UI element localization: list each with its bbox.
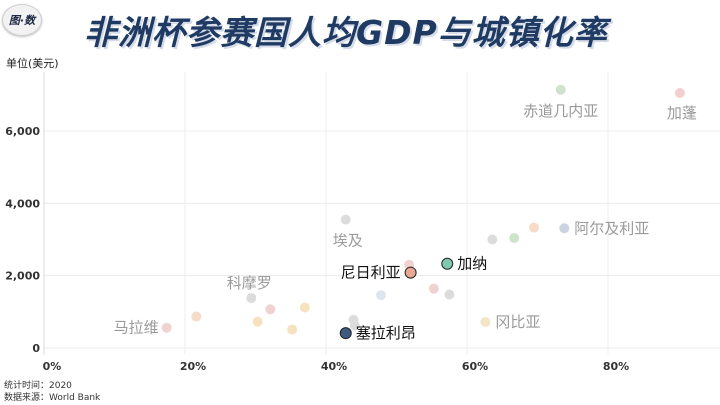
scatter-point — [349, 320, 360, 331]
scatter-point — [555, 84, 566, 95]
point-layer — [161, 84, 685, 340]
scatter-point — [265, 304, 276, 315]
point-label: 阿尔及利亚 — [574, 219, 649, 237]
scatter-point — [674, 88, 685, 99]
x-tick-label: 20% — [180, 360, 206, 373]
scatter-point — [509, 233, 520, 244]
y-tick-label: 6,000 — [5, 125, 40, 138]
point-label: 科摩罗 — [227, 274, 272, 292]
highlight-point — [339, 327, 352, 340]
point-label: 冈比亚 — [495, 313, 540, 331]
y-axis-unit-label: 单位(美元) — [6, 57, 59, 70]
scatter-point — [161, 322, 172, 333]
scatter-point — [287, 324, 298, 335]
scatter-point — [428, 283, 439, 294]
x-tick-label: 80% — [603, 360, 629, 373]
x-tick-label: 60% — [462, 360, 488, 373]
scatter-point — [252, 316, 263, 327]
point-label: 尼日利亚 — [341, 264, 401, 282]
grid-layer — [43, 72, 720, 355]
point-label: 马拉维 — [114, 319, 159, 337]
point-label: 加纳 — [457, 255, 487, 273]
y-tick-label: 2,000 — [5, 270, 40, 283]
footer: 统计时间：2020 数据来源：World Bank — [4, 380, 100, 404]
footer-time: 统计时间：2020 — [4, 381, 72, 391]
axis-layer: 0% 20% 40% 60% 80% 0 2,000 4,000 6,000 — [5, 72, 629, 373]
y-tick-label: 4,000 — [5, 197, 40, 210]
y-tick-label: 0 — [32, 342, 40, 355]
point-label: 塞拉利昂 — [356, 324, 416, 342]
brand-logo: 图·数 — [2, 4, 42, 36]
scatter-point — [487, 234, 498, 245]
scatter-point — [528, 222, 539, 233]
scatter-point — [299, 302, 310, 313]
scatter-point — [340, 214, 351, 225]
scatter-point — [191, 311, 202, 322]
scatter-point — [375, 290, 386, 301]
point-label: 埃及 — [333, 232, 363, 250]
chart-title: 非洲杯参赛国人均GDP与城镇化率 — [84, 13, 608, 52]
scatter-point — [559, 223, 570, 234]
highlight-point — [404, 266, 417, 279]
highlight-point — [441, 257, 454, 270]
scatter-point — [246, 293, 257, 304]
scatter-point — [480, 316, 491, 327]
point-label: 赤道几内亚 — [523, 102, 598, 120]
point-label: 加蓬 — [667, 104, 697, 122]
logo-text: 图·数 — [8, 14, 36, 27]
footer-source: 数据来源：World Bank — [4, 393, 101, 403]
x-tick-label: 40% — [321, 360, 347, 373]
x-tick-label: 0% — [43, 360, 62, 373]
scatter-point — [444, 289, 455, 300]
